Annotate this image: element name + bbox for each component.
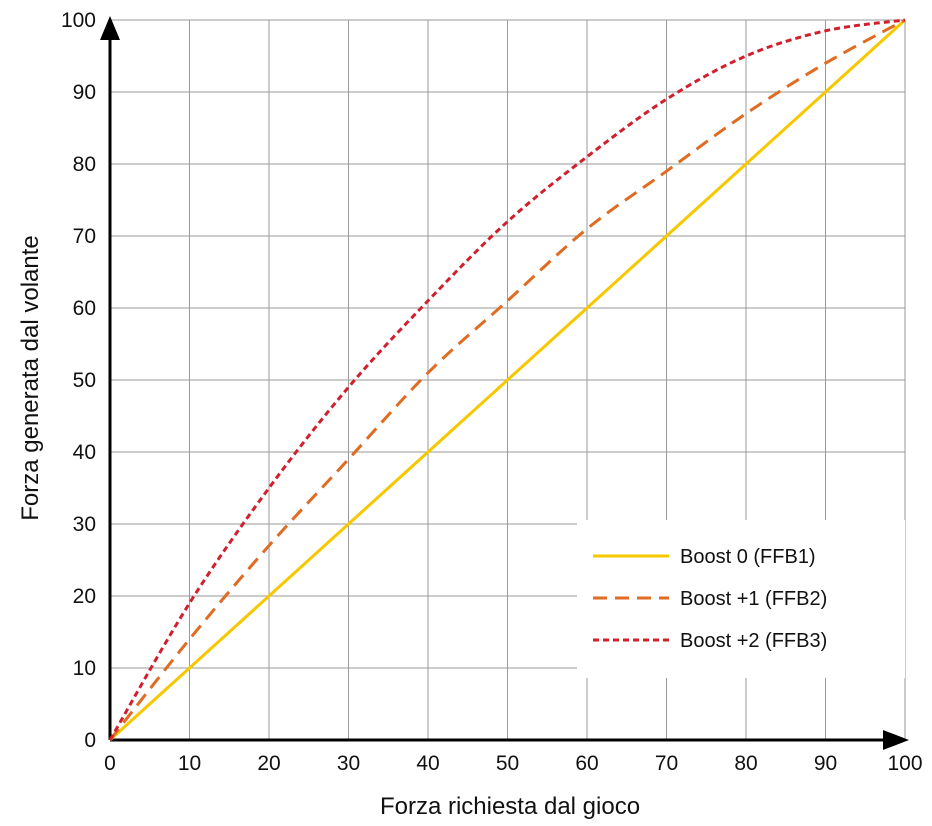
x-tick-label: 50 [496, 752, 519, 775]
legend: Boost 0 (FFB1) Boost +1 (FFB2) Boost +2 (F… [577, 520, 905, 678]
y-tick-label: 0 [84, 729, 96, 752]
legend-label-2: Boost +1 (FFB2) [680, 588, 827, 610]
x-axis-title: Forza richiesta dal gioco [380, 793, 640, 820]
x-tick-label: 60 [575, 752, 598, 775]
legend-label-1: Boost 0 (FFB1) [680, 546, 816, 568]
series-line-3 [108, 18, 906, 741]
x-tick-label: 70 [655, 752, 678, 775]
y-tick-label: 100 [61, 9, 96, 32]
y-tick-label: 40 [73, 441, 96, 464]
y-tick-label: 10 [73, 657, 96, 680]
series-lines [108, 18, 907, 742]
x-tick-label: 90 [814, 752, 837, 775]
y-tick-label: 90 [73, 81, 96, 104]
y-tick-label: 50 [73, 369, 96, 392]
tick-labels: 0 10 20 30 40 50 60 70 80 90 100 0 10 20 30 40 50 60 70 80 9… [61, 9, 923, 775]
y-tick-label: 60 [73, 297, 96, 320]
x-tick-label: 0 [104, 752, 116, 775]
y-axis-arrow-icon [100, 16, 120, 40]
x-tick-label: 20 [257, 752, 280, 775]
series-line-2 [108, 18, 906, 741]
y-tick-label: 20 [73, 585, 96, 608]
y-tick-label: 70 [73, 225, 96, 248]
series-line-1 [108, 18, 907, 742]
x-tick-label: 40 [416, 752, 439, 775]
x-axis-arrow-icon [883, 730, 909, 750]
y-tick-label: 30 [73, 513, 96, 536]
y-axis-title: Forza generata dal volante [17, 235, 44, 521]
axes [100, 16, 909, 750]
legend-box [577, 520, 905, 678]
x-tick-label: 30 [337, 752, 360, 775]
legend-label-3: Boost +2 (FFB3) [680, 630, 827, 652]
y-tick-label: 80 [73, 153, 96, 176]
x-tick-label: 10 [178, 752, 201, 775]
x-tick-label: 80 [734, 752, 757, 775]
x-tick-label: 100 [887, 752, 922, 775]
